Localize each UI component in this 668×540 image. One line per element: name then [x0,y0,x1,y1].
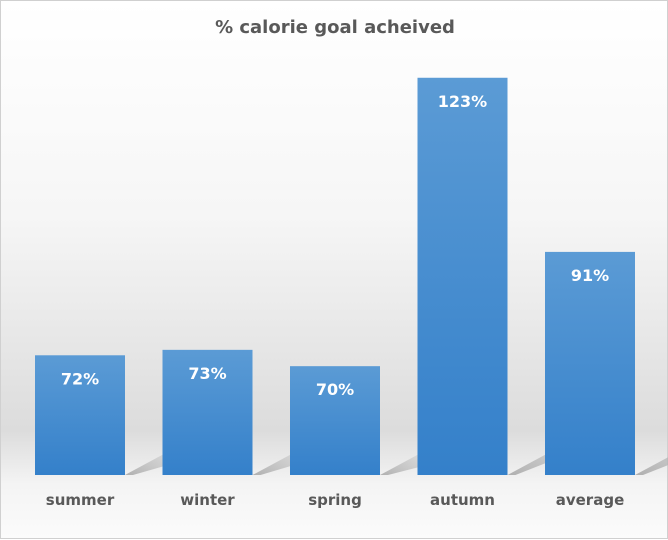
data-label-autumn: 123% [438,92,487,111]
category-label-autumn: autumn [430,491,495,509]
category-label-spring: spring [308,491,362,509]
category-label-average: average [556,491,625,509]
data-label-spring: 70% [316,380,354,399]
bar-winter [162,349,253,475]
data-label-summer: 72% [61,369,99,388]
bar-shadow [125,437,196,475]
bar-shadow [635,457,668,475]
bar-summer [35,355,125,475]
chart-title: % calorie goal acheived [215,17,455,38]
bar-shadow [252,435,326,475]
bar-autumn [417,77,508,475]
category-label-winter: winter [180,491,235,509]
bar-spring [290,366,380,475]
data-label-average: 91% [571,266,609,285]
category-label-summer: summer [46,491,115,509]
bar-average [545,251,635,475]
data-label-winter: 73% [188,364,226,383]
